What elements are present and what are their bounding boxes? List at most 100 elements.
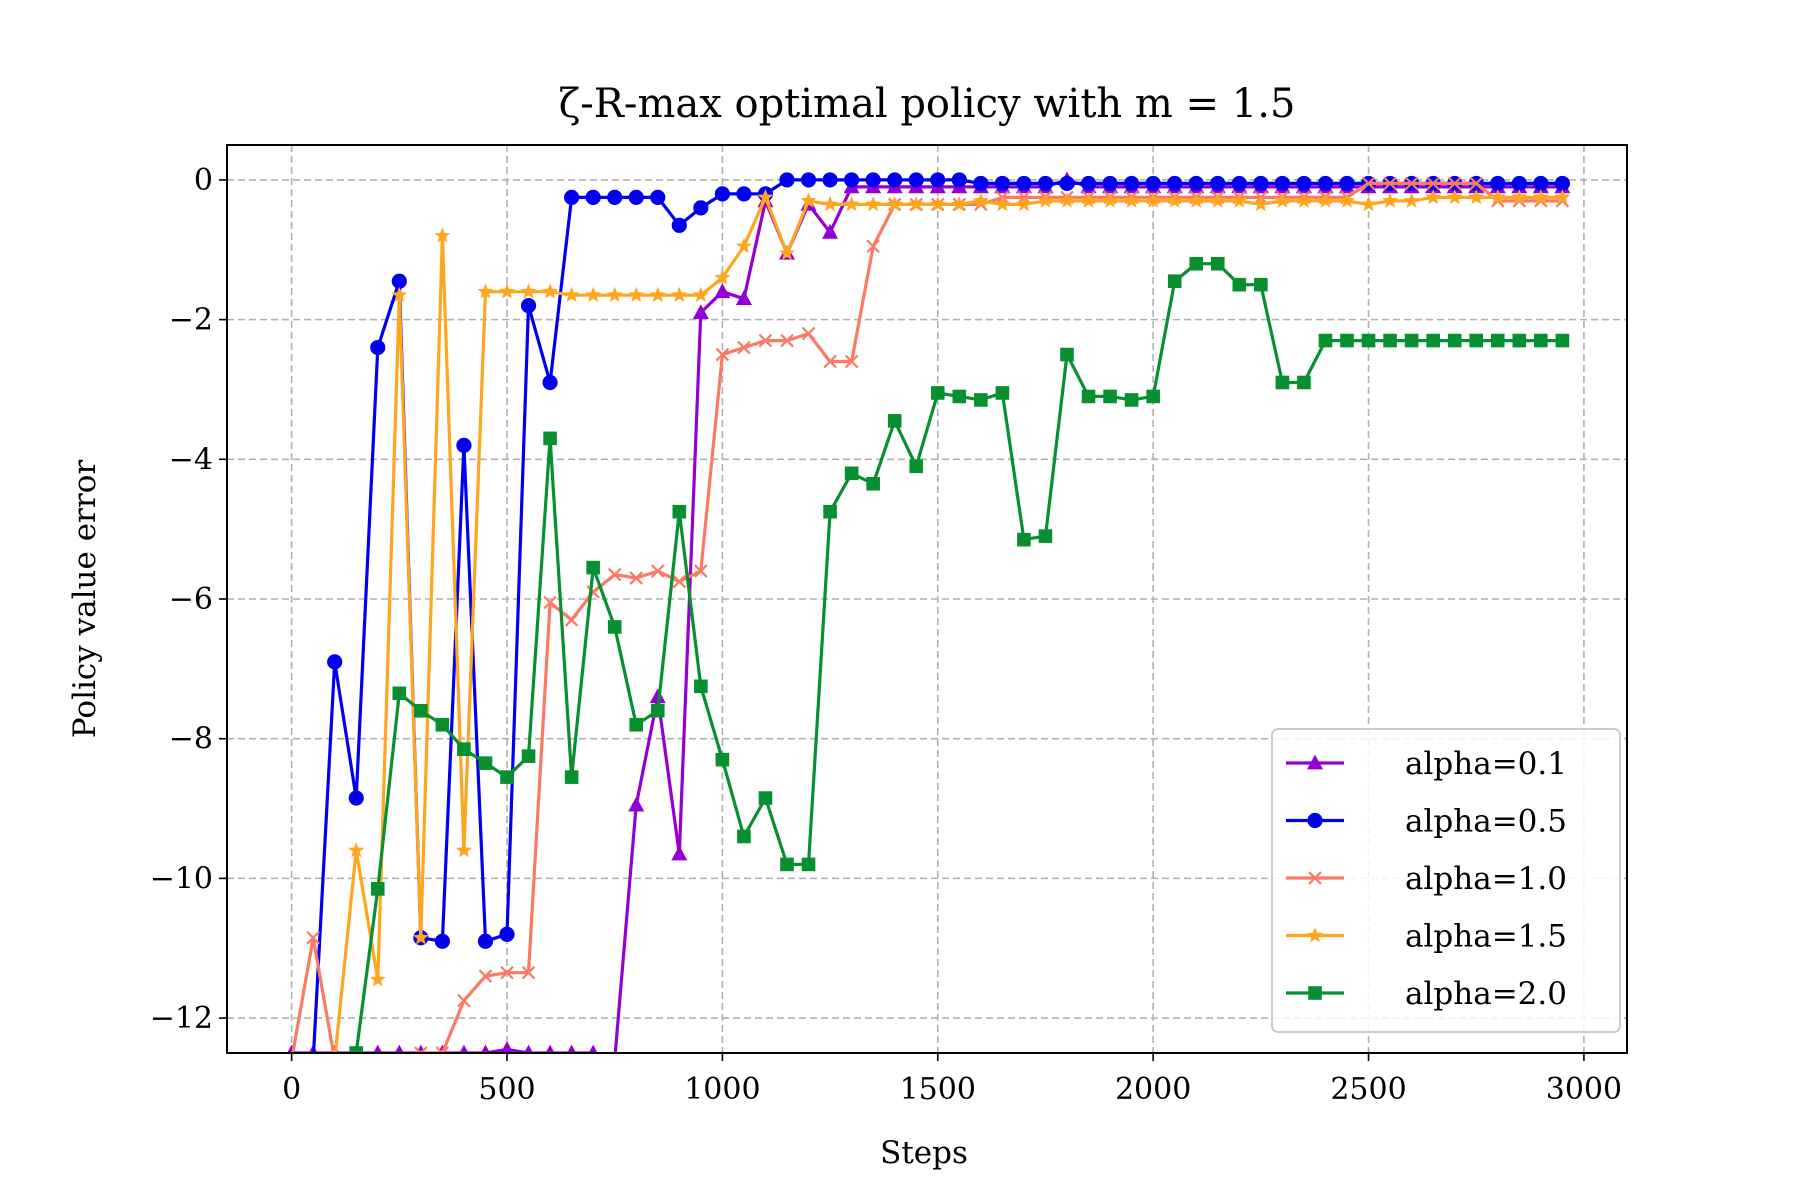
data-point bbox=[929, 196, 946, 212]
data-point bbox=[1490, 333, 1505, 348]
x-axis-label: Steps bbox=[880, 1135, 968, 1171]
data-point bbox=[692, 286, 709, 302]
data-point bbox=[1469, 333, 1484, 348]
x-tick-label: 500 bbox=[478, 1072, 535, 1107]
data-point bbox=[1253, 175, 1269, 192]
data-point bbox=[1361, 176, 1376, 191]
data-point bbox=[348, 790, 364, 806]
data-point bbox=[1489, 189, 1506, 205]
data-point bbox=[758, 333, 773, 348]
data-point bbox=[737, 829, 751, 844]
data-point bbox=[1231, 175, 1247, 192]
data-point bbox=[1146, 389, 1160, 404]
data-point bbox=[1511, 189, 1528, 205]
data-point bbox=[564, 613, 579, 627]
data-point bbox=[973, 175, 989, 192]
data-point bbox=[1317, 192, 1334, 208]
data-point bbox=[1469, 176, 1484, 191]
data-point bbox=[1145, 192, 1162, 208]
data-point bbox=[714, 283, 731, 299]
data-point bbox=[694, 564, 708, 578]
data-point bbox=[606, 286, 623, 302]
legend-marker bbox=[1307, 812, 1323, 829]
data-point bbox=[650, 564, 665, 578]
data-point bbox=[521, 965, 536, 980]
data-point bbox=[1360, 196, 1377, 212]
data-point bbox=[908, 196, 925, 212]
legend-marker bbox=[1308, 871, 1322, 885]
legend-item: alpha=0.1 bbox=[1286, 746, 1567, 782]
data-point bbox=[1317, 175, 1334, 192]
data-point bbox=[735, 290, 752, 306]
data-point bbox=[1340, 333, 1354, 348]
data-point bbox=[500, 1041, 514, 1053]
data-point bbox=[1123, 192, 1140, 208]
legend-item: alpha=2.0 bbox=[1286, 976, 1567, 1012]
data-point bbox=[563, 286, 580, 302]
series-alpha-2-0 bbox=[349, 256, 1570, 1053]
data-point bbox=[1512, 333, 1527, 348]
data-point bbox=[1533, 175, 1549, 192]
data-point bbox=[585, 286, 602, 302]
data-point bbox=[800, 192, 817, 208]
data-point bbox=[455, 842, 472, 858]
y-tick-label: −6 bbox=[169, 582, 213, 617]
data-point bbox=[758, 791, 773, 805]
series-group bbox=[287, 171, 1571, 1053]
data-point bbox=[370, 339, 386, 356]
data-point bbox=[1145, 175, 1161, 192]
data-point bbox=[1534, 333, 1548, 348]
data-point bbox=[1383, 333, 1397, 348]
data-point bbox=[1016, 175, 1032, 192]
legend-item: alpha=1.0 bbox=[1286, 861, 1567, 897]
data-point bbox=[671, 845, 688, 861]
y-tick-label: −8 bbox=[169, 722, 213, 757]
legend-label: alpha=1.0 bbox=[1405, 861, 1567, 897]
x-tick-label: 2500 bbox=[1330, 1072, 1406, 1107]
data-point bbox=[995, 386, 1010, 400]
data-point bbox=[951, 172, 967, 188]
data-point bbox=[692, 304, 709, 320]
data-point bbox=[391, 286, 408, 302]
data-point bbox=[478, 969, 493, 983]
data-point bbox=[434, 227, 451, 243]
data-point bbox=[629, 571, 644, 585]
data-point bbox=[499, 926, 515, 942]
data-point bbox=[1446, 189, 1463, 205]
y-tick-label: −10 bbox=[150, 861, 213, 896]
data-point bbox=[1295, 192, 1312, 208]
data-point bbox=[801, 326, 816, 341]
data-point bbox=[887, 414, 902, 428]
data-point bbox=[520, 283, 537, 299]
data-point bbox=[1554, 175, 1570, 192]
data-point bbox=[478, 756, 493, 770]
data-point bbox=[607, 189, 623, 205]
data-point bbox=[564, 189, 580, 205]
legend-item: alpha=1.5 bbox=[1286, 919, 1567, 955]
data-point bbox=[585, 189, 601, 205]
data-point bbox=[349, 1046, 364, 1053]
data-point bbox=[843, 196, 860, 212]
data-point bbox=[1059, 192, 1075, 208]
data-point bbox=[459, 1044, 469, 1053]
data-point bbox=[1426, 176, 1440, 191]
data-point bbox=[952, 389, 967, 404]
data-point bbox=[1102, 175, 1118, 192]
data-point bbox=[1231, 192, 1248, 208]
data-point bbox=[1038, 529, 1053, 543]
legend-box bbox=[1271, 728, 1621, 1033]
legend-label: alpha=0.5 bbox=[1405, 804, 1567, 840]
data-point bbox=[715, 752, 730, 767]
legend-label: alpha=0.1 bbox=[1405, 746, 1567, 782]
data-point bbox=[800, 172, 817, 188]
data-point bbox=[1447, 333, 1462, 348]
data-point bbox=[1532, 189, 1549, 205]
data-point bbox=[629, 717, 644, 732]
series-alpha-1-5 bbox=[291, 189, 1571, 1053]
data-point bbox=[1275, 375, 1290, 390]
data-point bbox=[780, 857, 794, 872]
data-point bbox=[779, 172, 795, 188]
data-point bbox=[649, 286, 666, 302]
data-point bbox=[628, 286, 645, 302]
